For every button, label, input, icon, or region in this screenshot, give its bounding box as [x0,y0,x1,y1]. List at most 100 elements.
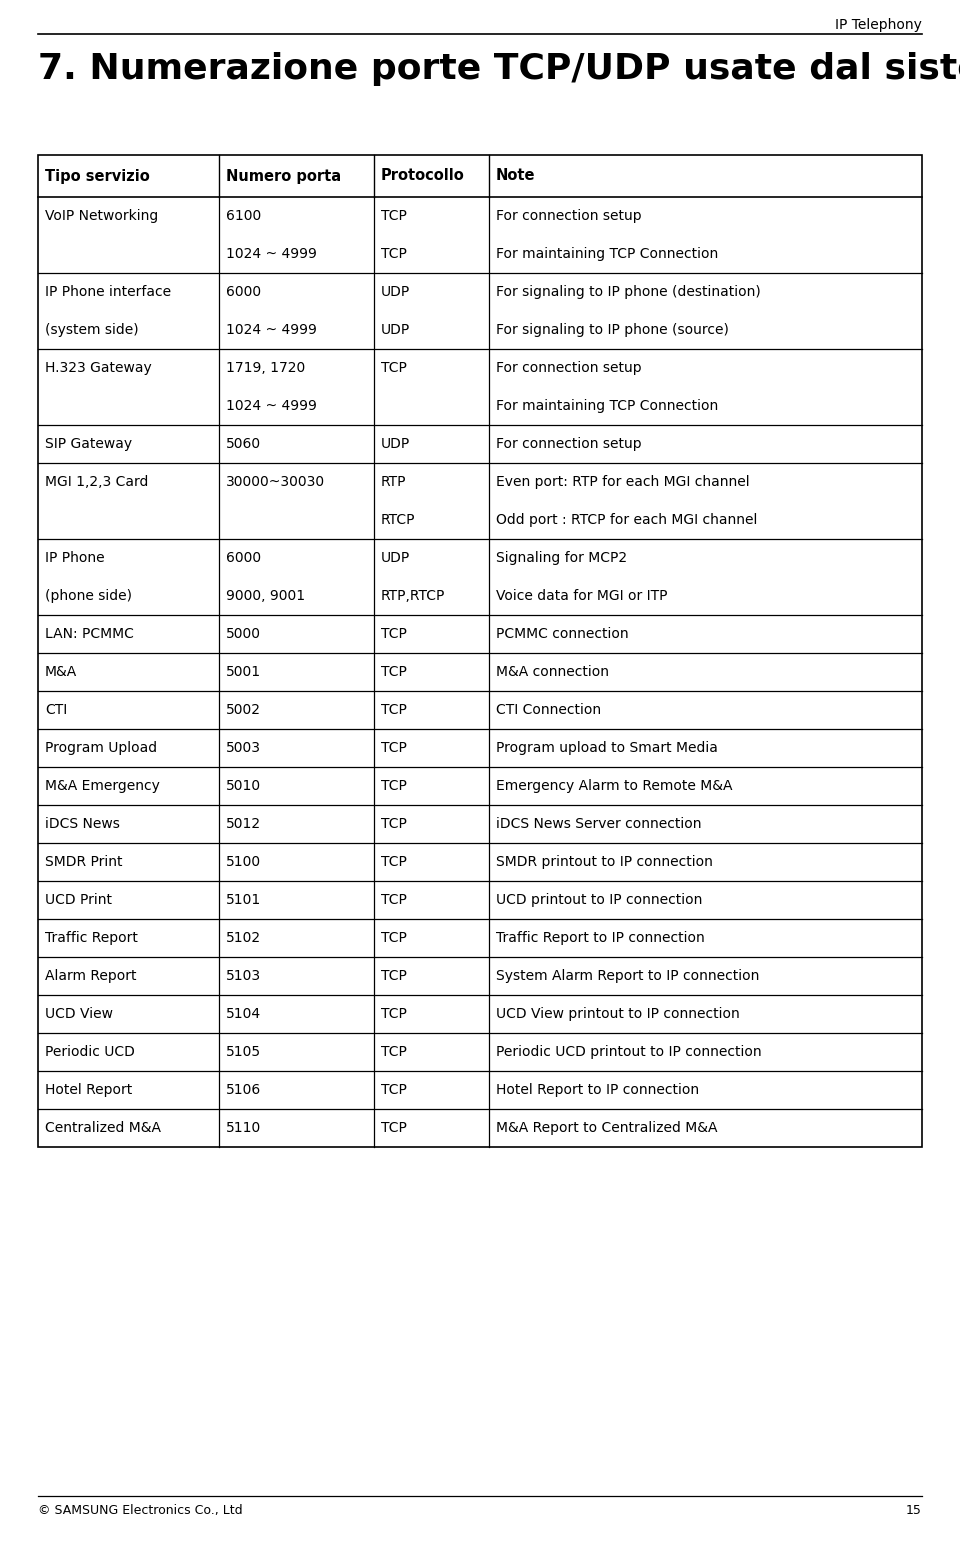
Text: Traffic Report: Traffic Report [45,931,138,945]
Text: IP Telephony: IP Telephony [835,19,922,33]
Text: M&A Report to Centralized M&A: M&A Report to Centralized M&A [495,1120,717,1134]
Text: TCP: TCP [381,247,407,261]
Text: Numero porta: Numero porta [227,168,342,183]
Text: SMDR Print: SMDR Print [45,855,123,869]
Text: TCP: TCP [381,1007,407,1021]
Text: 7. Numerazione porte TCP/UDP usate dal sistema: 7. Numerazione porte TCP/UDP usate dal s… [38,51,960,85]
Text: Voice data for MGI or ITP: Voice data for MGI or ITP [495,589,667,603]
Text: PCMMC connection: PCMMC connection [495,626,629,640]
Text: TCP: TCP [381,361,407,375]
Text: For connection setup: For connection setup [495,437,641,451]
Text: TCP: TCP [381,1083,407,1097]
Text: UDP: UDP [381,437,410,451]
Text: For maintaining TCP Connection: For maintaining TCP Connection [495,399,718,413]
Text: 5101: 5101 [227,894,261,908]
Text: RTP,RTCP: RTP,RTCP [381,589,445,603]
Text: Signaling for MCP2: Signaling for MCP2 [495,552,627,566]
Text: Odd port : RTCP for each MGI channel: Odd port : RTCP for each MGI channel [495,513,757,527]
Text: M&A Emergency: M&A Emergency [45,779,160,793]
Text: 5110: 5110 [227,1120,261,1134]
Text: TCP: TCP [381,665,407,679]
Text: Note: Note [495,168,536,183]
Text: RTP: RTP [381,476,406,490]
Text: UDP: UDP [381,284,410,298]
Text: UDP: UDP [381,323,410,337]
Text: H.323 Gateway: H.323 Gateway [45,361,152,375]
Text: TCP: TCP [381,970,407,984]
Text: 5000: 5000 [227,626,261,640]
Text: UCD View printout to IP connection: UCD View printout to IP connection [495,1007,739,1021]
Text: CTI Connection: CTI Connection [495,702,601,716]
Text: 9000, 9001: 9000, 9001 [227,589,305,603]
Text: Traffic Report to IP connection: Traffic Report to IP connection [495,931,705,945]
Text: UDP: UDP [381,552,410,566]
Text: Protocollo: Protocollo [381,168,465,183]
Text: 6100: 6100 [227,208,261,224]
Text: For maintaining TCP Connection: For maintaining TCP Connection [495,247,718,261]
Text: Periodic UCD: Periodic UCD [45,1044,134,1058]
Text: M&A: M&A [45,665,77,679]
Text: TCP: TCP [381,741,407,755]
Text: Program upload to Smart Media: Program upload to Smart Media [495,741,718,755]
Text: 5100: 5100 [227,855,261,869]
Text: IP Phone interface: IP Phone interface [45,284,171,298]
Text: TCP: TCP [381,855,407,869]
Text: 5002: 5002 [227,702,261,716]
Text: 6000: 6000 [227,552,261,566]
Text: 1024 ~ 4999: 1024 ~ 4999 [227,399,317,413]
Text: MGI 1,2,3 Card: MGI 1,2,3 Card [45,476,149,490]
Text: TCP: TCP [381,779,407,793]
Text: TCP: TCP [381,931,407,945]
Text: Alarm Report: Alarm Report [45,970,136,984]
Text: For signaling to IP phone (destination): For signaling to IP phone (destination) [495,284,760,298]
Text: LAN: PCMMC: LAN: PCMMC [45,626,133,640]
Text: UCD View: UCD View [45,1007,113,1021]
Text: 1719, 1720: 1719, 1720 [227,361,305,375]
Text: (system side): (system side) [45,323,138,337]
Text: TCP: TCP [381,1044,407,1058]
Text: 5104: 5104 [227,1007,261,1021]
Text: TCP: TCP [381,702,407,716]
Text: 5012: 5012 [227,817,261,831]
Text: 5060: 5060 [227,437,261,451]
Text: Hotel Report to IP connection: Hotel Report to IP connection [495,1083,699,1097]
Text: Tipo servizio: Tipo servizio [45,168,150,183]
Text: For connection setup: For connection setup [495,208,641,224]
Text: Program Upload: Program Upload [45,741,157,755]
Text: 5103: 5103 [227,970,261,984]
Text: 1024 ~ 4999: 1024 ~ 4999 [227,323,317,337]
Text: 1024 ~ 4999: 1024 ~ 4999 [227,247,317,261]
Text: iDCS News: iDCS News [45,817,120,831]
Text: System Alarm Report to IP connection: System Alarm Report to IP connection [495,970,759,984]
Text: For connection setup: For connection setup [495,361,641,375]
Text: IP Phone: IP Phone [45,552,105,566]
Text: UCD printout to IP connection: UCD printout to IP connection [495,894,702,908]
Text: 5003: 5003 [227,741,261,755]
Text: UCD Print: UCD Print [45,894,112,908]
Text: TCP: TCP [381,817,407,831]
Text: Periodic UCD printout to IP connection: Periodic UCD printout to IP connection [495,1044,761,1058]
Text: Emergency Alarm to Remote M&A: Emergency Alarm to Remote M&A [495,779,732,793]
Text: TCP: TCP [381,894,407,908]
Text: 30000~30030: 30000~30030 [227,476,325,490]
Text: Hotel Report: Hotel Report [45,1083,132,1097]
Text: CTI: CTI [45,702,67,716]
Text: Centralized M&A: Centralized M&A [45,1120,161,1134]
Text: Even port: RTP for each MGI channel: Even port: RTP for each MGI channel [495,476,750,490]
Text: SMDR printout to IP connection: SMDR printout to IP connection [495,855,712,869]
Text: © SAMSUNG Electronics Co., Ltd: © SAMSUNG Electronics Co., Ltd [38,1504,243,1517]
Text: 5105: 5105 [227,1044,261,1058]
Text: 6000: 6000 [227,284,261,298]
Text: TCP: TCP [381,626,407,640]
Text: VoIP Networking: VoIP Networking [45,208,158,224]
Text: iDCS News Server connection: iDCS News Server connection [495,817,702,831]
Text: RTCP: RTCP [381,513,416,527]
Text: TCP: TCP [381,208,407,224]
Text: 5106: 5106 [227,1083,261,1097]
Text: 5010: 5010 [227,779,261,793]
Text: 5102: 5102 [227,931,261,945]
Text: M&A connection: M&A connection [495,665,609,679]
Bar [38,155,922,1147]
Text: (phone side): (phone side) [45,589,132,603]
Text: For signaling to IP phone (source): For signaling to IP phone (source) [495,323,729,337]
